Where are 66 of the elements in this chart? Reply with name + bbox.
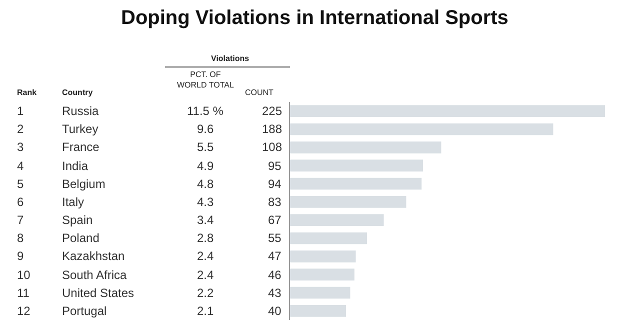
text: 9 (17, 249, 24, 263)
text: 2 (17, 122, 24, 136)
text: Country (62, 88, 94, 97)
text: 4.3 (197, 195, 214, 209)
text: 10 (17, 268, 31, 282)
data-label: 188 (262, 122, 282, 136)
data-label: 47 (268, 249, 282, 263)
data-label: 46 (268, 268, 282, 282)
data-label: 83 (268, 195, 282, 209)
y-tick-label: Italy (62, 195, 84, 209)
y-tick-label: Poland (62, 231, 100, 245)
text: 2.4 (197, 249, 214, 263)
text: 7 (17, 213, 24, 227)
chart-title: Doping Violations in International Sports (121, 7, 508, 29)
text: 4.9 (197, 159, 214, 173)
bar (290, 232, 367, 244)
bar (290, 286, 350, 299)
bar (290, 123, 554, 136)
data-label: 43 (268, 286, 282, 300)
text: 5.5 (197, 140, 214, 154)
y-tick-label: France (62, 140, 100, 154)
y-tick-label: India (62, 159, 88, 173)
text: 8 (17, 231, 24, 245)
data-label: 108 (262, 140, 282, 154)
text: COUNT (245, 88, 274, 97)
y-tick-label: South Africa (62, 268, 128, 282)
text: 3.4 (197, 213, 214, 227)
data-label: 55 (268, 231, 282, 245)
bar (290, 142, 442, 154)
y-tick-label: Russia (62, 104, 100, 118)
bar (290, 268, 354, 280)
text: 2.2 (197, 286, 214, 300)
text: 11 (17, 286, 30, 300)
data-label: 95 (268, 159, 282, 173)
bar (290, 214, 384, 226)
text: 11.5 % (187, 104, 224, 118)
text: 6 (17, 195, 24, 209)
text: 9.6 (197, 122, 214, 136)
text: 5 (17, 177, 24, 191)
y-tick-label: Portugal (62, 304, 107, 318)
data-label: 94 (268, 177, 282, 191)
text: Rank (17, 88, 38, 97)
text: 12 (17, 304, 31, 318)
bar (290, 178, 422, 190)
text: 1 (17, 104, 24, 118)
text: 4 (17, 159, 24, 173)
text: 2.8 (197, 231, 214, 245)
text: 2.4 (197, 268, 214, 282)
y-tick-label: United States (62, 286, 134, 300)
text: 4.8 (197, 177, 214, 191)
bar (290, 305, 346, 317)
text: 2.1 (197, 304, 214, 318)
text: Violations (211, 54, 250, 63)
y-tick-label: Turkey (62, 122, 98, 136)
y-tick-label: Kazakhstan (62, 249, 125, 263)
y-tick-label: Belgium (62, 177, 106, 191)
bar (290, 105, 605, 117)
text: PCT. OF WORLD TOTAL (177, 70, 234, 90)
data-label: 40 (268, 304, 282, 318)
y-tick-label: Spain (62, 213, 93, 227)
data-label: 225 (262, 104, 282, 118)
data-label: 67 (268, 213, 282, 227)
bar (290, 196, 406, 208)
text: 3 (17, 140, 24, 154)
bar (290, 160, 423, 172)
bar (290, 250, 356, 262)
